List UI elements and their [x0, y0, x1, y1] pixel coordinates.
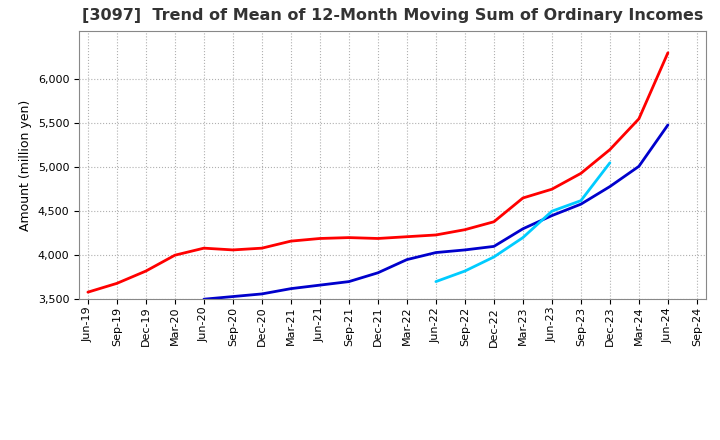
3 Years — [345, 235, 354, 240]
3 Years — [374, 236, 382, 241]
3 Years — [142, 268, 150, 274]
5 Years — [461, 247, 469, 253]
Line: 7 Years: 7 Years — [436, 163, 610, 282]
Line: 5 Years: 5 Years — [204, 125, 668, 299]
3 Years — [228, 247, 237, 253]
7 Years — [577, 198, 585, 203]
3 Years — [431, 232, 440, 238]
Y-axis label: Amount (million yen): Amount (million yen) — [19, 99, 32, 231]
3 Years — [112, 281, 121, 286]
Title: [3097]  Trend of Mean of 12-Month Moving Sum of Ordinary Incomes: [3097] Trend of Mean of 12-Month Moving … — [81, 7, 703, 23]
5 Years — [577, 202, 585, 207]
7 Years — [606, 160, 614, 165]
3 Years — [287, 238, 295, 244]
3 Years — [606, 147, 614, 152]
3 Years — [518, 195, 527, 201]
7 Years — [461, 268, 469, 274]
7 Years — [431, 279, 440, 284]
3 Years — [84, 290, 92, 295]
5 Years — [664, 122, 672, 128]
3 Years — [258, 246, 266, 251]
3 Years — [199, 246, 208, 251]
5 Years — [431, 250, 440, 255]
5 Years — [374, 270, 382, 275]
5 Years — [287, 286, 295, 291]
3 Years — [577, 171, 585, 176]
3 Years — [315, 236, 324, 241]
5 Years — [518, 226, 527, 231]
3 Years — [664, 50, 672, 55]
5 Years — [199, 297, 208, 302]
5 Years — [402, 257, 411, 262]
7 Years — [490, 254, 498, 260]
7 Years — [518, 235, 527, 240]
3 Years — [402, 234, 411, 239]
5 Years — [548, 213, 557, 218]
3 Years — [634, 116, 643, 121]
7 Years — [548, 209, 557, 214]
5 Years — [345, 279, 354, 284]
5 Years — [228, 294, 237, 299]
5 Years — [634, 164, 643, 169]
3 Years — [548, 187, 557, 192]
5 Years — [606, 184, 614, 189]
3 Years — [171, 253, 179, 258]
3 Years — [461, 227, 469, 232]
Line: 3 Years: 3 Years — [88, 53, 668, 292]
5 Years — [258, 291, 266, 297]
5 Years — [490, 244, 498, 249]
5 Years — [315, 282, 324, 288]
3 Years — [490, 219, 498, 224]
